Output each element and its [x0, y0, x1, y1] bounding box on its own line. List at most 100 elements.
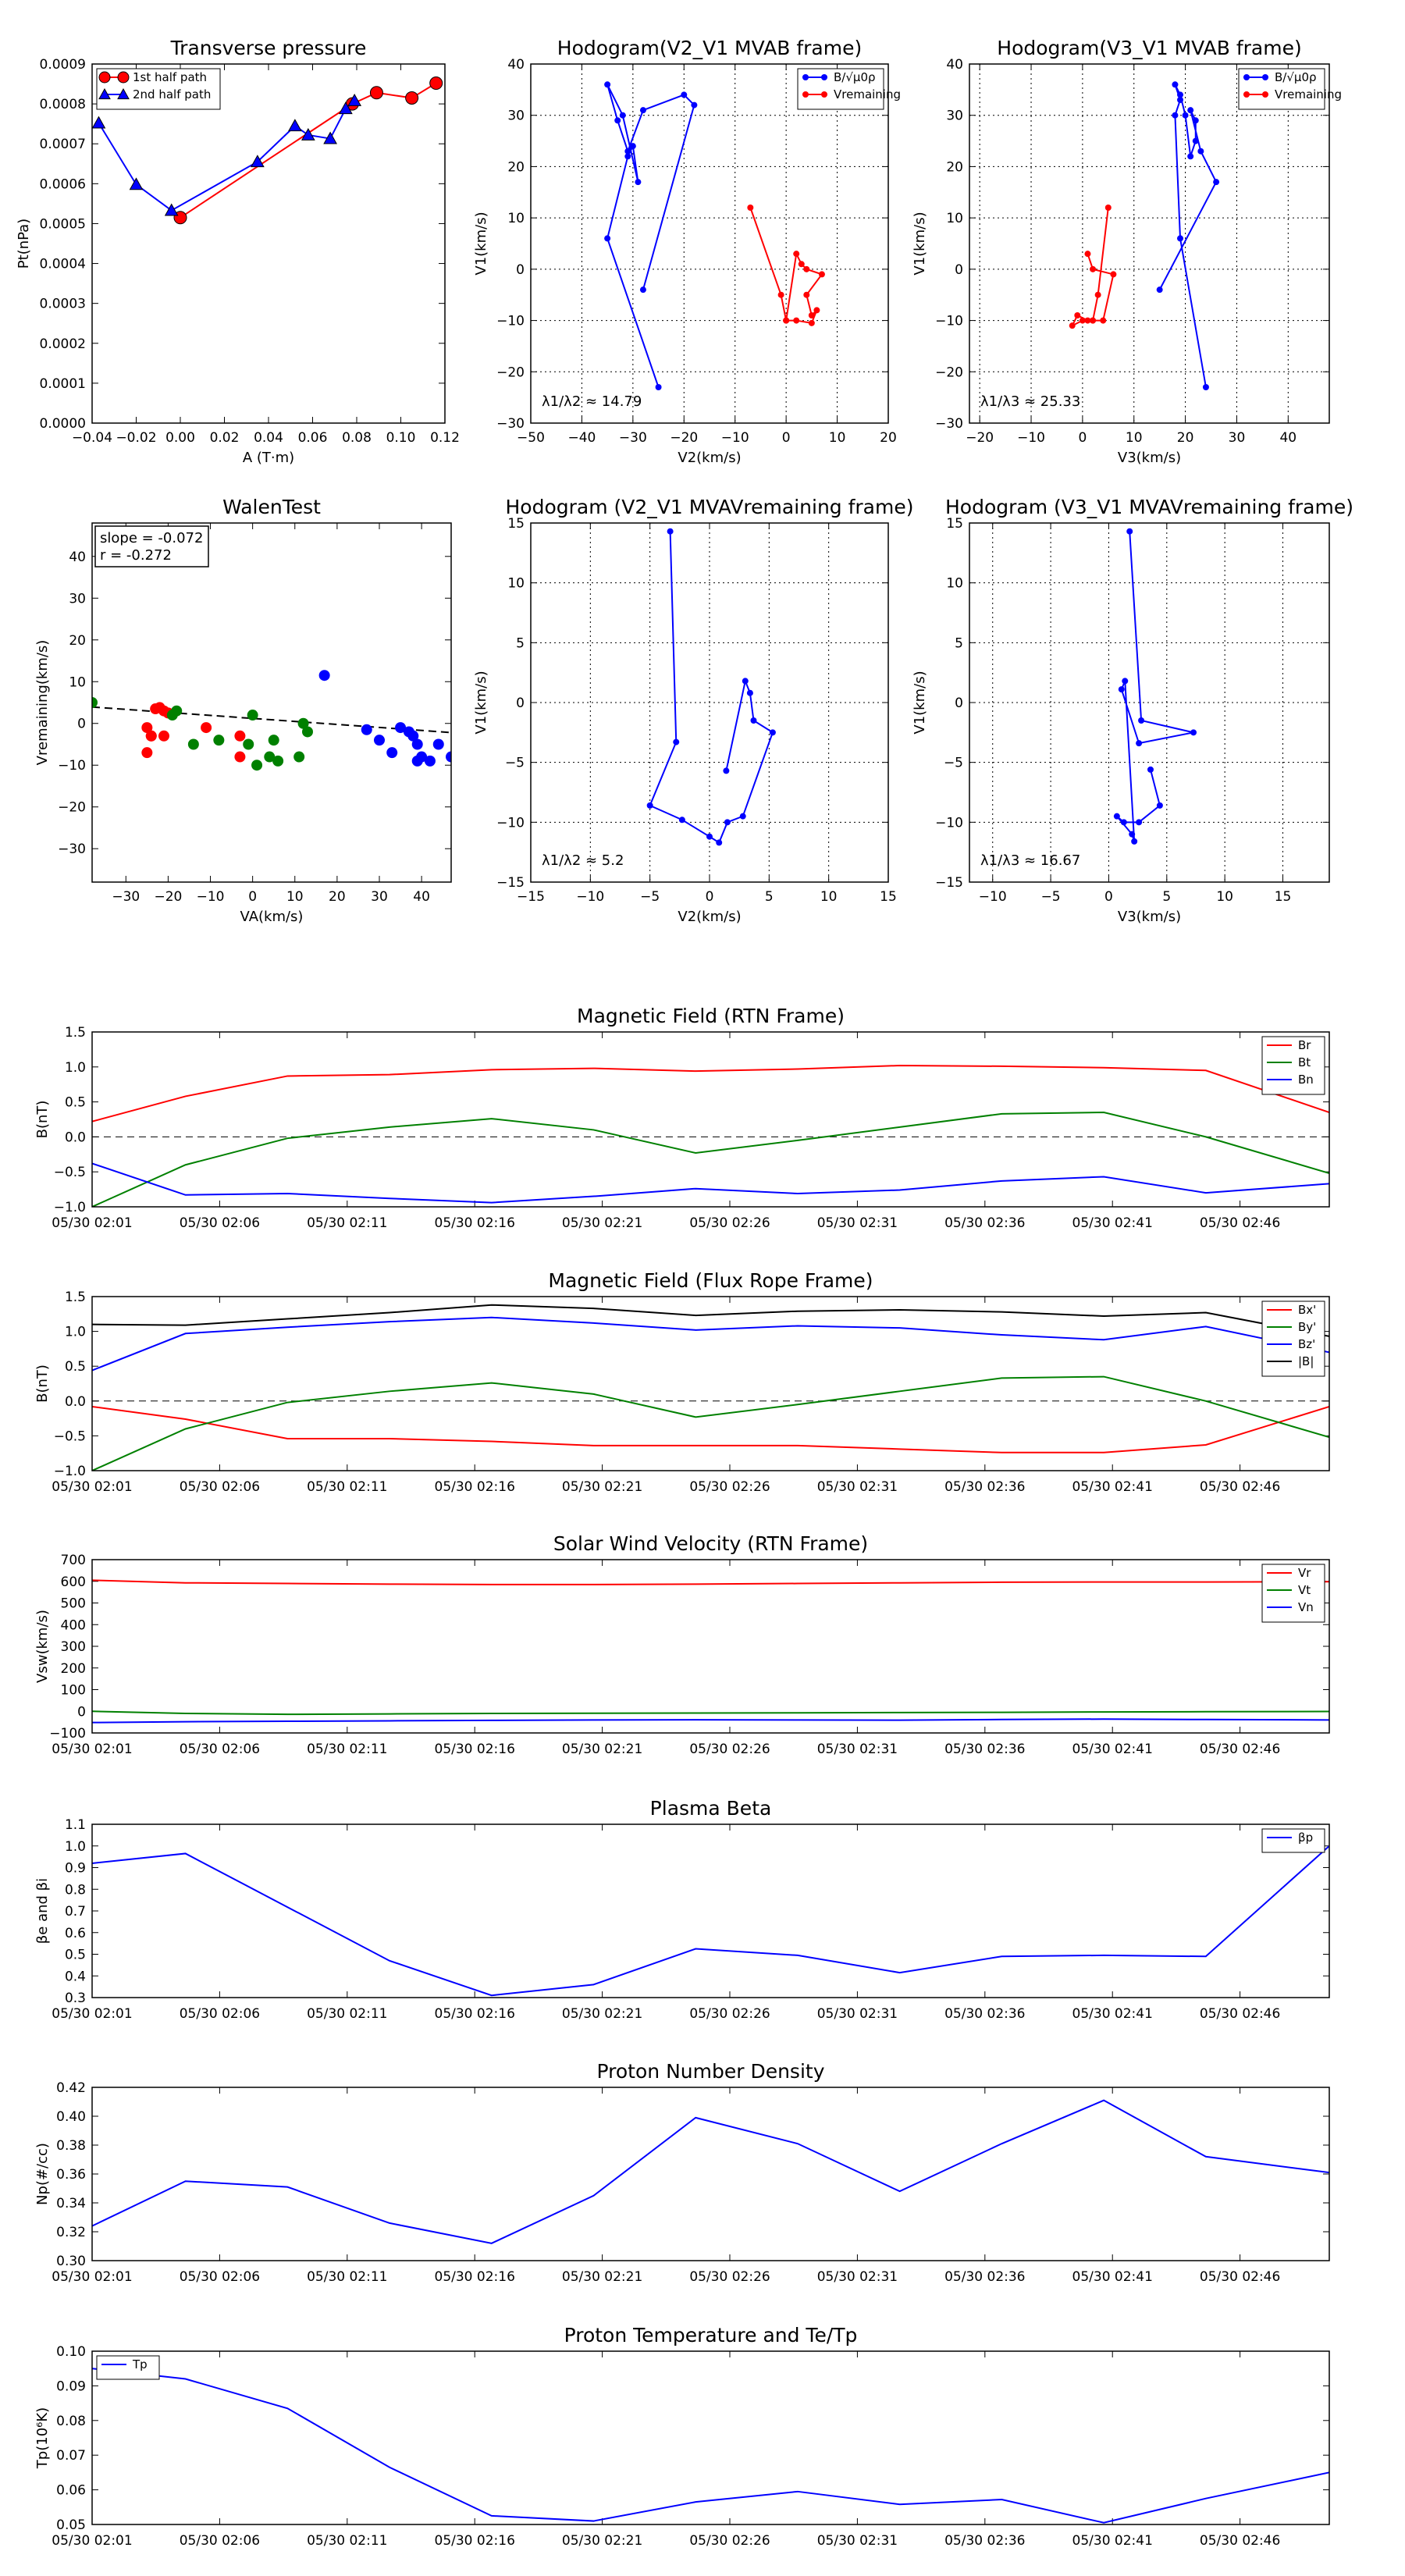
x-tick-label: 15 [880, 889, 897, 905]
legend-marker [1243, 91, 1250, 98]
x-tick-label: 05/30 02:46 [1200, 1742, 1280, 1757]
x-tick-label: 0.08 [342, 430, 372, 446]
series-1-point [302, 726, 313, 738]
legend: Vr Vt Vn [1261, 1564, 1325, 1623]
series-2-point [424, 755, 436, 767]
y-tick-label: 1.0 [65, 1060, 86, 1076]
y-tick-label: −10 [935, 314, 963, 329]
legend-label: 2nd half path [133, 87, 211, 101]
series-b-0--line [606, 84, 695, 388]
x-axis-label: V3(km/s) [1118, 450, 1181, 466]
series-b-0--point [1202, 384, 1209, 390]
y-tick-label: −5 [944, 756, 963, 771]
fit-line [92, 706, 451, 734]
y-tick-label: 0.32 [56, 2225, 86, 2240]
series-0-point [201, 722, 212, 734]
series-0-point [667, 528, 674, 535]
series--p-line [92, 1845, 1329, 1997]
legend-marker [821, 91, 827, 98]
y-tick-label: 100 [61, 1683, 86, 1699]
series-b-0--point [604, 235, 611, 242]
y-tick-label: 1.1 [65, 1817, 86, 1833]
series-1-point [268, 735, 279, 746]
x-tick-label: 05/30 02:36 [944, 2006, 1025, 2022]
x-tick-label: 05/30 02:46 [1200, 2269, 1280, 2285]
series-0-point [1136, 819, 1143, 826]
y-tick-label: 15 [507, 516, 525, 532]
legend-marker [1262, 74, 1268, 80]
legend-label: Br [1298, 1038, 1311, 1052]
y-tick-label: −30 [935, 416, 963, 432]
series-2-point [361, 724, 372, 735]
plot-area [1113, 528, 1197, 845]
axes-frame [91, 1823, 1330, 1998]
series-0-point [234, 751, 246, 763]
x-tick-label: 05/30 02:01 [52, 1742, 132, 1757]
legend-label: B/√μ0ρ [1275, 70, 1317, 84]
series-vt-line [92, 1710, 1329, 1716]
x-tick-label: 05/30 02:26 [689, 1479, 770, 1495]
series-0-point [1126, 528, 1133, 535]
x-tick-label: 20 [329, 889, 346, 905]
series-tp-line [92, 2368, 1329, 2524]
ratio-annotation: λ1/λ2 ≈ 5.2 [542, 852, 624, 869]
series-vremaining-point [777, 291, 784, 298]
x-tick-label: 05/30 02:06 [180, 1479, 260, 1495]
chart-hodogram-v2v1-mvab: Hodogram(V2_V1 MVAB frame) −30 −20 −10 0 10 20… [473, 37, 901, 466]
legend-label: Vn [1298, 1600, 1314, 1614]
series-vremaining-point [808, 319, 815, 326]
x-tick-label: 05/30 02:36 [944, 2269, 1025, 2285]
series-2-point [395, 722, 407, 734]
series-b-0--line [1158, 84, 1218, 388]
chart-hodogram-v2v1-mvav: Hodogram (V2_V1 MVAVremaining frame)−15−… [473, 496, 914, 925]
x-tick-label: 15 [1275, 889, 1292, 905]
series-vremaining-point [1110, 271, 1117, 278]
y-tick-label: 0.8 [65, 1882, 86, 1898]
legend-marker [98, 71, 111, 84]
axes-frame [91, 2350, 1330, 2525]
series--b--line [92, 1304, 1329, 1337]
legend-box [1261, 1300, 1325, 1377]
series-vremaining-point [798, 261, 805, 268]
chart-title: Hodogram (V2_V1 MVAVremaining frame) [506, 496, 914, 518]
series-1-point [171, 705, 183, 717]
y-tick-label: −10 [935, 815, 963, 831]
x-tick-label: −20 [966, 430, 994, 446]
series-vremaining-point [813, 307, 820, 314]
legend-label: Vt [1298, 1583, 1311, 1597]
y-tick-label: 0.5 [65, 1095, 86, 1111]
legend-marker [1262, 91, 1268, 98]
y-axis-label: V1(km/s) [473, 671, 489, 734]
legend-label: |B| [1298, 1354, 1314, 1368]
x-tick-label: 0 [248, 889, 257, 905]
x-tick-label: 40 [413, 889, 430, 905]
y-tick-label: 0.07 [56, 2448, 86, 2464]
y-tick-label: 0.40 [56, 2109, 86, 2125]
x-tick-label: 05/30 02:46 [1200, 2533, 1280, 2549]
series-b-0--point [1192, 137, 1199, 144]
x-axis-label: V3(km/s) [1118, 909, 1181, 925]
y-axis-label: βe and βi [34, 1878, 51, 1944]
y-tick-label: 0 [955, 696, 963, 711]
x-tick-label: 05/30 02:41 [1072, 2006, 1153, 2022]
y-tick-label: 0.7 [65, 1904, 86, 1920]
series-0-point [1113, 813, 1120, 820]
x-tick-label: 05/30 02:21 [562, 1215, 642, 1231]
x-tick-label: 05/30 02:31 [817, 2006, 898, 2022]
y-tick-label: 10 [69, 674, 86, 690]
series-b-0--point [691, 101, 698, 109]
y-tick-label: −15 [935, 875, 963, 891]
y-tick-label: −10 [58, 758, 86, 774]
legend-label: Bn [1298, 1073, 1314, 1087]
chart-title: Magnetic Field (Flux Rope Frame) [548, 1269, 873, 1292]
plot-area [92, 1304, 1329, 1471]
x-tick-label: 0.06 [298, 430, 328, 446]
x-tick-label: 0 [1104, 889, 1113, 905]
chart-magnetic-field-flux-rope: Magnetic Field (Flux Rope Frame) −1.0 −0.5… [34, 1269, 1330, 1495]
series-b-0--point [635, 179, 642, 186]
series-b-0--point [655, 384, 662, 390]
y-axis-label: Vremaining(km/s) [34, 640, 51, 766]
y-tick-label: −0.5 [54, 1165, 86, 1180]
y-tick-label: 400 [61, 1617, 86, 1633]
plot-area [92, 670, 451, 771]
